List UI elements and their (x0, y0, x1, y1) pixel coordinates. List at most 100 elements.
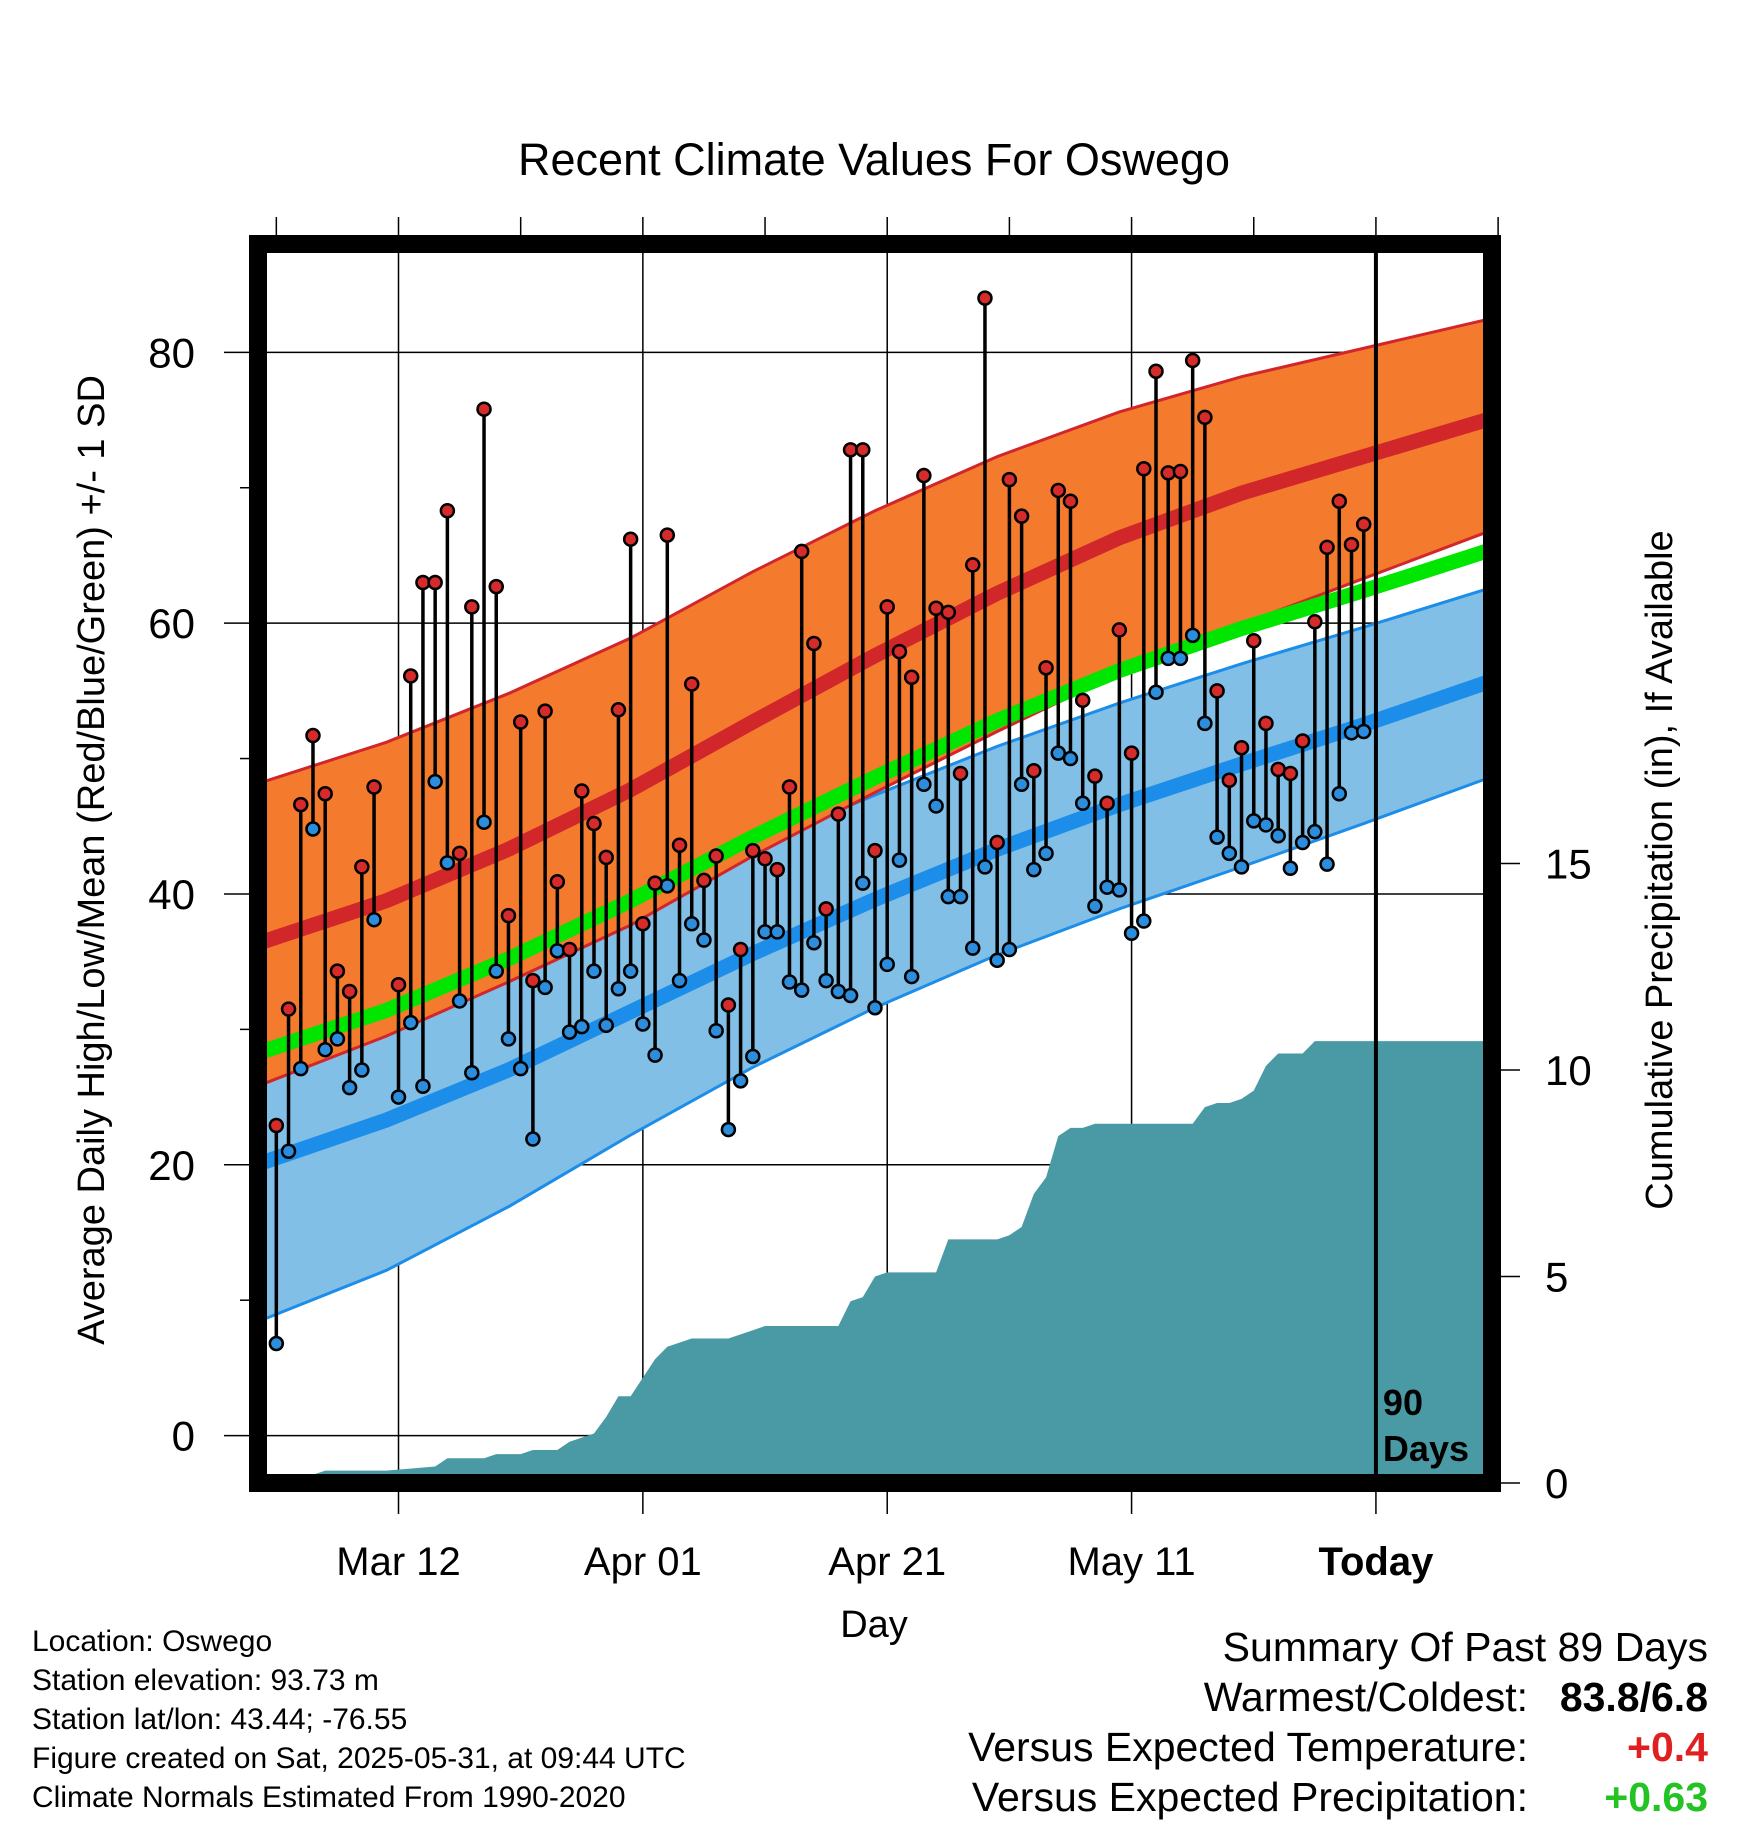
summary-panel: Summary Of Past 89 Days Warmest/Coldest:… (968, 1622, 1708, 1822)
daily-low-point (488, 963, 504, 979)
daily-high-point (855, 442, 871, 458)
daily-high-point (977, 290, 993, 306)
daily-low-point (1258, 817, 1274, 833)
daily-high-point (708, 848, 724, 864)
high-sd-band-upper (263, 318, 1487, 784)
daily-high-point (512, 714, 529, 730)
daily-high-point (1123, 745, 1140, 761)
daily-high-point (329, 963, 346, 979)
daily-high-point (696, 872, 712, 889)
daily-low-point (268, 1335, 285, 1352)
daily-high-point (1087, 768, 1103, 784)
daily-high-point (1331, 493, 1348, 510)
chart-title: Recent Climate Values For Oswego (518, 134, 1230, 185)
daily-low-point (561, 1024, 578, 1040)
daily-low-point (574, 1018, 590, 1035)
mean-normal-line (261, 544, 1489, 1059)
daily-high-point (390, 976, 407, 993)
daily-high-point (830, 806, 847, 822)
daily-high-point (647, 875, 663, 891)
daily-low-point (1062, 750, 1079, 767)
y-axis-label: Average Daily High/Low/Mean (Red/Blue/Gr… (71, 375, 113, 1345)
daily-high-point (1282, 765, 1299, 782)
x-tick-label: Today (1319, 1540, 1435, 1584)
daily-low-point (1209, 829, 1225, 845)
daily-high-point (989, 834, 1005, 851)
daily-high-point (1319, 539, 1335, 556)
daily-low-point (647, 1047, 663, 1063)
daily-high-point (598, 849, 614, 866)
daily-high-point (916, 467, 932, 484)
daily-high-point (341, 983, 358, 1000)
daily-low-point (402, 1014, 419, 1031)
daily-low-point (806, 934, 822, 951)
daily-high-point (476, 401, 492, 417)
daily-high-point (964, 557, 981, 573)
precip-anomaly-value: +0.63 (1604, 1774, 1708, 1820)
daily-low-point (549, 943, 566, 959)
daily-high-point (745, 842, 761, 859)
daily-high-point (317, 786, 333, 802)
y2-axis: 0 5 10 15 (1501, 841, 1592, 1507)
daily-high-point (671, 837, 688, 853)
daily-low-point (1294, 834, 1311, 851)
x-tick-label: Apr 01 (584, 1540, 702, 1584)
warm-cold-label: Warmest/Coldest: (1203, 1674, 1528, 1720)
daily-low-point (635, 1016, 651, 1032)
daily-low-point (1197, 715, 1213, 732)
daily-high-point (818, 901, 834, 917)
daily-high-point (464, 599, 480, 615)
summary-warm-cold: Warmest/Coldest: 83.8/6.8 (968, 1672, 1708, 1722)
y-tick-label: 80 (148, 329, 195, 376)
daily-high-point (293, 796, 309, 813)
daily-low-point (317, 1041, 333, 1058)
daily-high-point (903, 669, 920, 686)
daily-low-point (696, 932, 712, 948)
daily-high-point (574, 783, 590, 799)
daily-high-point (1099, 795, 1115, 811)
daily-low-point (891, 852, 908, 868)
summary-temp: Versus Expected Temperature: +0.4 (968, 1722, 1708, 1772)
summary-title: Summary Of Past 89 Days (1222, 1624, 1708, 1670)
daily-high-point (1136, 461, 1152, 477)
daily-low-point (928, 798, 944, 814)
daily-high-point (610, 702, 627, 718)
daily-high-point (305, 727, 321, 744)
y-axis: 0 20 40 60 80 (148, 329, 249, 1460)
daily-low-point (867, 999, 883, 1016)
daily-low-point (354, 1062, 370, 1078)
x-axis: Mar 12 Apr 01 Apr 21 May 11 Today (275, 217, 1499, 1584)
daily-low-point (451, 993, 468, 1009)
daily-low-point (280, 1143, 297, 1159)
daily-low-point (500, 1031, 517, 1047)
daily-high-point (549, 874, 566, 890)
high-normal-line (261, 412, 1489, 949)
daily-low-point (1136, 913, 1152, 929)
station-location: Location: Oswego (32, 1625, 273, 1658)
daily-high-point (488, 578, 504, 595)
daily-low-point (329, 1031, 346, 1047)
daily-low-point (977, 859, 993, 875)
daily-high-point (1148, 363, 1164, 380)
daily-low-point (916, 776, 932, 793)
daily-high-point (1062, 493, 1079, 510)
daily-low-point (903, 968, 920, 985)
daily-high-point (1246, 633, 1262, 649)
daily-high-point (793, 543, 810, 560)
daily-high-point (1013, 508, 1030, 524)
daily-high-point (427, 574, 443, 591)
x-tick-label: Mar 12 (336, 1540, 461, 1584)
daily-low-point (439, 855, 456, 871)
figure-created: Figure created on Sat, 2025-05-31, at 09… (32, 1742, 686, 1775)
x-tick-label: Apr 21 (828, 1540, 946, 1584)
summary-precip: Versus Expected Precipitation: +0.63 (968, 1772, 1708, 1822)
daily-low-point (305, 821, 321, 837)
daily-low-point (1319, 856, 1335, 872)
daily-high-point (1160, 465, 1176, 481)
daily-low-point (720, 1121, 737, 1138)
daily-low-point (745, 1048, 761, 1065)
daily-low-point (622, 963, 639, 979)
daily-low-point (855, 875, 871, 891)
daily-high-point (1111, 622, 1128, 638)
